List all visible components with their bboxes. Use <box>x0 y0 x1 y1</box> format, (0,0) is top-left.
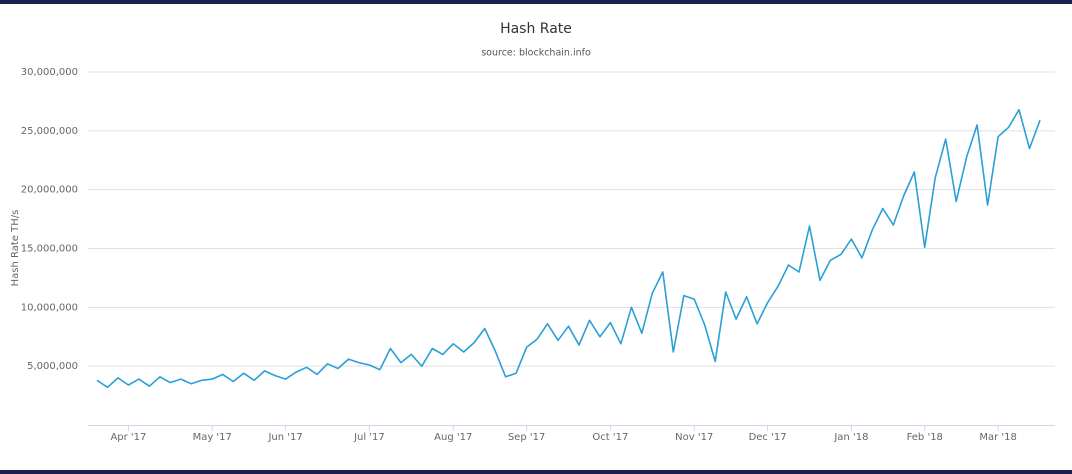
x-tick-label: Aug '17 <box>434 432 472 443</box>
y-tick-label: 15,000,000 <box>21 244 78 255</box>
x-tick-label: Jul '17 <box>353 432 385 443</box>
x-tick-label: Feb '18 <box>907 432 943 443</box>
data-line <box>96 108 1041 389</box>
x-tick-label: Dec '17 <box>749 432 787 443</box>
y-axis-label: Hash Rate TH/s <box>10 210 21 287</box>
y-tick-label: 30,000,000 <box>21 67 78 78</box>
bottom-border <box>0 470 1072 474</box>
y-tick-label: 10,000,000 <box>21 302 78 313</box>
top-border <box>0 0 1072 4</box>
y-tick-label: 20,000,000 <box>21 185 78 196</box>
x-tick-label: Jan '18 <box>833 432 868 443</box>
x-tick-label: Apr '17 <box>110 432 146 443</box>
x-tick-label: Mar '18 <box>979 432 1017 443</box>
x-tick-label: May '17 <box>193 432 232 443</box>
y-tick-label: 25,000,000 <box>21 126 78 137</box>
x-tick-label: Oct '17 <box>592 432 628 443</box>
x-tick-label: Nov '17 <box>675 432 713 443</box>
y-tick-label: 5,000,000 <box>27 361 78 372</box>
x-tick-label: Sep '17 <box>508 432 546 443</box>
chart-subtitle: source: blockchain.info <box>481 48 591 59</box>
chart-title: Hash Rate <box>500 21 572 37</box>
x-tick-label: Jun '17 <box>267 432 302 443</box>
